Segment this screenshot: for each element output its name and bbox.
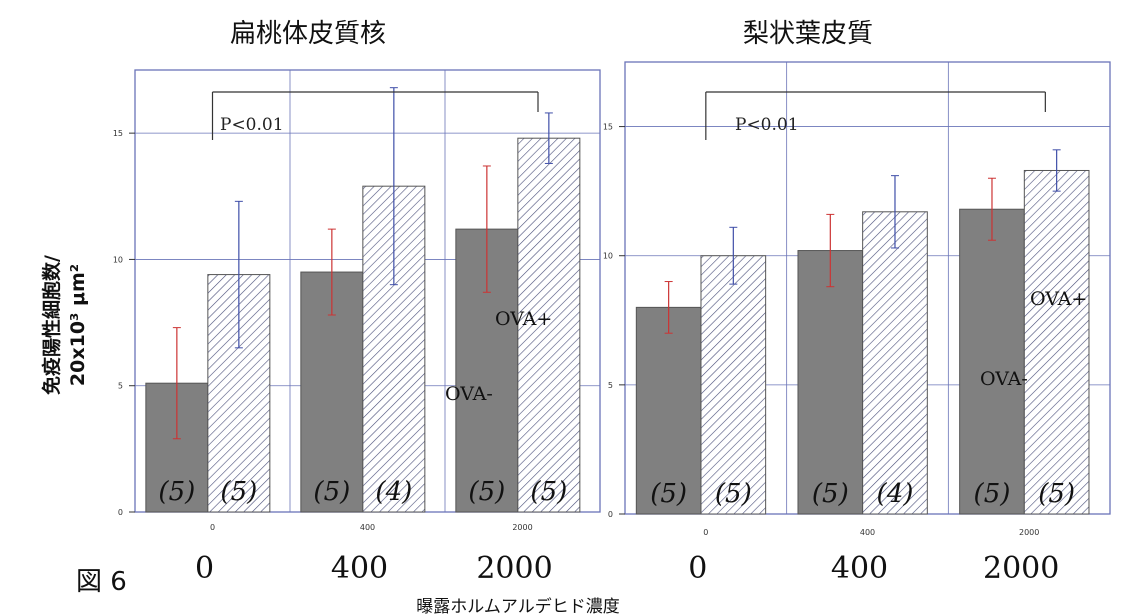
x-tick-label: 0 [703,528,708,537]
significance-label: P<0.01 [220,115,284,135]
sample-size-label: (5) [974,479,1011,509]
bar-ova-minus [797,250,864,515]
y-tick-label: 15 [113,129,123,138]
y-tick-label: 15 [603,123,613,132]
bar-ova-plus [862,211,928,515]
bar-ova-plus [517,137,581,513]
chart-title: 扁桃体皮質核 [230,19,386,49]
y-tick-label: 5 [118,382,123,391]
y-tick-label: 0 [608,510,613,519]
sample-size-label: (5) [530,477,567,507]
x-category-label: 400 [331,551,388,586]
significance-label: P<0.01 [735,115,799,135]
bar-ova-plus [700,255,767,515]
x-category-label: 0 [688,551,707,586]
y-tick-label: 10 [603,252,613,261]
x-category-label: 2000 [983,551,1059,586]
sample-size-label: (5) [158,477,195,507]
series-label-ova-plus: OVA+ [495,308,552,330]
x-category-label: 0 [195,551,214,586]
sample-size-label: (5) [468,477,505,507]
chart-panel-piriform: 梨状葉皮質 0 5 10 15 (5) (5) 0 0 (5) (4) 400 400 (5) (5) 200… [603,19,1111,586]
x-tick-label: 2000 [1019,528,1039,537]
x-category-label: 400 [831,551,888,586]
x-tick-label: 400 [860,528,875,537]
sample-size-label: (5) [1038,479,1075,509]
sample-size-label: (4) [375,477,412,507]
series-label-ova-minus: OVA- [445,383,493,405]
chart-panel-amygdala: 扁桃体皮質核 0 5 10 15 (5) (5) 0 0 (5) (4) 400 400 (5) (5) 20… [113,19,601,586]
series-label-ova-plus: OVA+ [1030,288,1087,310]
bar-ova-minus [635,306,702,515]
y-tick-label: 0 [118,508,123,517]
y-axis-label-line2: 20x10³ μm² [67,264,89,386]
bar-ova-plus [1023,169,1090,515]
x-tick-label: 2000 [512,523,532,532]
chart-title: 梨状葉皮質 [743,19,873,49]
x-tick-label: 400 [360,523,375,532]
sample-size-label: (5) [650,479,687,509]
x-axis-label: 曝露ホルムアルデヒド濃度 [416,596,620,616]
x-category-label: 2000 [476,551,552,586]
sample-size-label: (5) [313,477,350,507]
sample-size-label: (5) [715,479,752,509]
bar-ova-minus [959,208,1025,515]
x-tick-label: 0 [210,523,215,532]
sample-size-label: (4) [877,479,914,509]
sample-size-label: (5) [812,479,849,509]
y-tick-label: 5 [608,381,613,390]
y-tick-label: 10 [113,255,123,264]
sample-size-label: (5) [220,477,257,507]
series-label-ova-minus: OVA- [980,368,1028,390]
figure-label: 図 6 [76,567,127,597]
y-axis-label-line1: 免疫陽性細胞数/ [40,255,63,395]
